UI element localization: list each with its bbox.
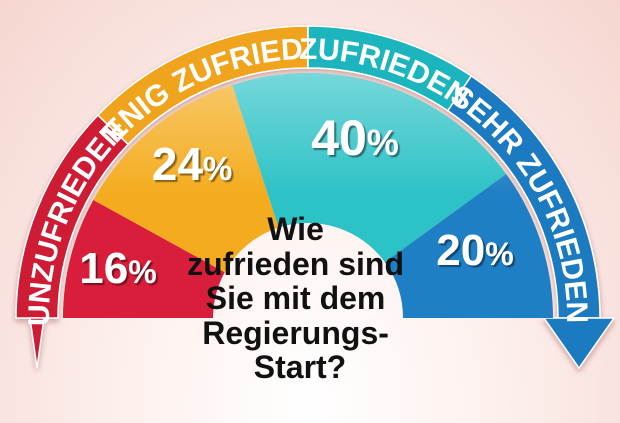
category-band-arc [15, 25, 616, 370]
question-line-5: Start? [254, 349, 346, 385]
right-arrow-head [542, 317, 616, 370]
value-label-2: 24% [152, 138, 233, 190]
question-line-4: Regierungs- [202, 315, 389, 351]
slices [63, 73, 553, 318]
left-arrow-head [29, 317, 45, 369]
value-label-4: 20% [436, 226, 513, 275]
slice-gloss [63, 73, 553, 318]
question-line-1: Wie [267, 211, 324, 247]
question-text: Wie zufrieden sind Sie mit dem Regierung… [187, 211, 413, 385]
value-label-3: 40% [311, 110, 399, 166]
slice-value-labels: 16% 24% 40% 20% [79, 110, 513, 293]
question-line-2: zufrieden sind [187, 246, 404, 282]
value-label-1: 16% [79, 244, 156, 293]
question-line-3: Sie mit dem [206, 280, 386, 316]
